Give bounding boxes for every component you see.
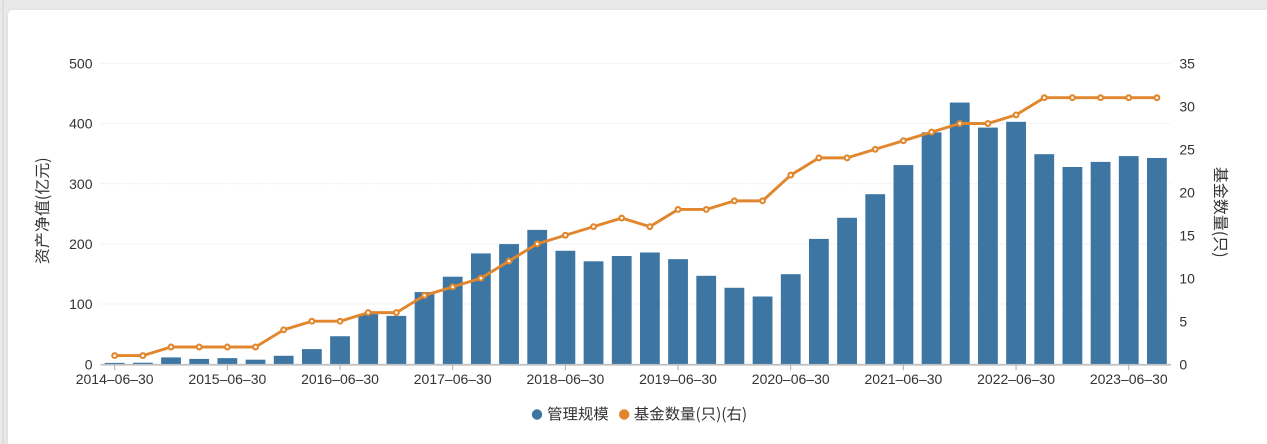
svg-text:10: 10 <box>1179 270 1195 286</box>
svg-text:200: 200 <box>69 236 93 252</box>
svg-text:2017–06–30: 2017–06–30 <box>414 371 492 387</box>
svg-text:30: 30 <box>1179 98 1195 114</box>
svg-text:35: 35 <box>1179 55 1195 71</box>
svg-text:20: 20 <box>1179 184 1195 200</box>
svg-text:25: 25 <box>1179 141 1195 157</box>
svg-text:300: 300 <box>69 176 93 192</box>
svg-text:2022–06–30: 2022–06–30 <box>977 371 1055 387</box>
svg-text:2020–06–30: 2020–06–30 <box>752 371 830 387</box>
svg-text:2023–06–30: 2023–06–30 <box>1090 371 1168 387</box>
svg-text:2016–06–30: 2016–06–30 <box>301 371 379 387</box>
svg-text:500: 500 <box>69 55 93 71</box>
svg-text:100: 100 <box>69 296 93 312</box>
svg-text:0: 0 <box>1179 356 1187 372</box>
svg-text:2014–06–30: 2014–06–30 <box>76 371 154 387</box>
svg-text:5: 5 <box>1179 313 1187 329</box>
svg-text:2021–06–30: 2021–06–30 <box>864 371 942 387</box>
svg-text:2015–06–30: 2015–06–30 <box>188 371 266 387</box>
svg-text:15: 15 <box>1179 227 1195 243</box>
svg-text:400: 400 <box>69 116 93 132</box>
svg-text:2018–06–30: 2018–06–30 <box>526 371 604 387</box>
svg-text:0: 0 <box>85 356 93 372</box>
svg-text:2019–06–30: 2019–06–30 <box>639 371 717 387</box>
